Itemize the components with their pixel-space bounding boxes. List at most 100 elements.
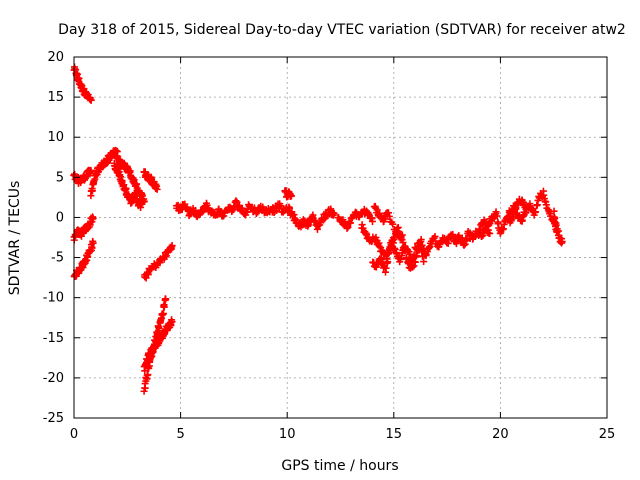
y-tick-label: -10	[43, 291, 64, 306]
data-point	[532, 208, 540, 216]
data-point	[463, 235, 471, 243]
data-point	[461, 240, 469, 248]
x-tick-label: 25	[599, 427, 616, 442]
data-point	[220, 212, 228, 220]
data-point	[377, 254, 385, 262]
data-point	[89, 187, 97, 195]
x-tick-label: 0	[70, 427, 78, 442]
series-segment-9	[140, 295, 170, 395]
y-tick-label: -5	[51, 251, 64, 266]
data-point	[389, 220, 397, 228]
data-point	[159, 310, 167, 318]
data-point	[415, 239, 423, 247]
data-point	[144, 371, 152, 379]
series-segment-6	[140, 168, 161, 193]
plot-frame	[73, 56, 608, 419]
data-point	[382, 264, 390, 272]
data-point	[401, 247, 409, 255]
data-point	[431, 232, 439, 240]
data-point	[252, 210, 260, 218]
grid-lines	[74, 57, 607, 418]
data-point	[330, 209, 338, 217]
chart-title: Day 318 of 2015, Sidereal Day-to-day VTE…	[58, 22, 626, 38]
series-segment-2	[70, 213, 97, 244]
y-tick-label: 15	[47, 90, 64, 105]
data-point	[375, 242, 383, 250]
data-point	[372, 233, 380, 241]
data-point	[155, 324, 163, 332]
data-point	[343, 224, 351, 232]
data-point	[71, 65, 79, 73]
series-segment-3	[70, 237, 97, 281]
data-point	[368, 217, 376, 225]
data-point	[420, 258, 428, 266]
data-point	[89, 214, 97, 222]
x-tick-label: 5	[176, 427, 184, 442]
y-tick-label: 5	[56, 170, 64, 185]
data-point	[558, 238, 566, 246]
data-point	[518, 216, 526, 224]
series-segment-18	[550, 207, 566, 247]
data-point	[521, 201, 529, 209]
data-point	[132, 192, 140, 200]
series-segment-17	[505, 195, 530, 227]
data-point	[160, 303, 168, 311]
data-point	[153, 185, 161, 193]
data-point	[384, 209, 392, 217]
y-tick-label: -20	[43, 371, 64, 386]
x-tick-label: 15	[386, 427, 403, 442]
data-point	[287, 192, 295, 200]
y-tick-label: 20	[47, 50, 64, 65]
series-segment-11	[281, 187, 295, 201]
y-tick-label: -15	[43, 331, 64, 346]
data-point	[162, 295, 170, 303]
data-point	[551, 218, 559, 226]
data-point	[512, 204, 520, 212]
series-segment-12	[334, 205, 376, 232]
data-point	[87, 96, 95, 104]
data-point	[408, 263, 416, 271]
data-point	[384, 258, 392, 266]
data-point	[392, 228, 400, 236]
series-segment-7	[141, 242, 176, 282]
data-point	[493, 212, 501, 220]
data-point	[399, 239, 407, 247]
y-tick-label: 10	[47, 130, 64, 145]
data-point	[390, 233, 398, 241]
data-point	[344, 223, 352, 231]
data-point	[89, 239, 97, 247]
axis-ticks: 0 5 10 15 20 25 -25 -20 -15 -10 -5 0 5 10 15 20	[43, 50, 616, 442]
data-point	[387, 242, 395, 250]
data-point	[550, 207, 558, 215]
data-points	[70, 63, 566, 395]
data-point	[148, 352, 156, 360]
data-point	[259, 203, 267, 211]
series-segment-15	[370, 202, 406, 240]
x-axis-label: GPS time / hours	[281, 458, 398, 474]
y-tick-label: -25	[43, 411, 64, 426]
series-segment-10	[173, 197, 338, 233]
data-point	[398, 231, 406, 239]
data-point	[522, 205, 530, 213]
data-point	[385, 212, 393, 220]
data-point	[168, 242, 176, 250]
x-tick-label: 10	[279, 427, 296, 442]
data-point	[138, 197, 146, 205]
series-segment-5	[110, 159, 146, 211]
data-point	[358, 221, 366, 229]
data-point	[391, 245, 399, 253]
x-tick-label: 20	[492, 427, 509, 442]
data-point	[410, 251, 418, 259]
data-point	[460, 241, 468, 249]
data-point	[144, 271, 152, 279]
data-point	[492, 208, 500, 216]
data-point	[486, 229, 494, 237]
y-axis-label: SDTVAR / TECUs	[7, 181, 23, 296]
data-point	[88, 243, 96, 251]
data-point	[520, 198, 528, 206]
data-point	[168, 318, 176, 326]
data-point	[232, 197, 240, 205]
data-point	[406, 264, 414, 272]
data-point	[291, 215, 299, 223]
